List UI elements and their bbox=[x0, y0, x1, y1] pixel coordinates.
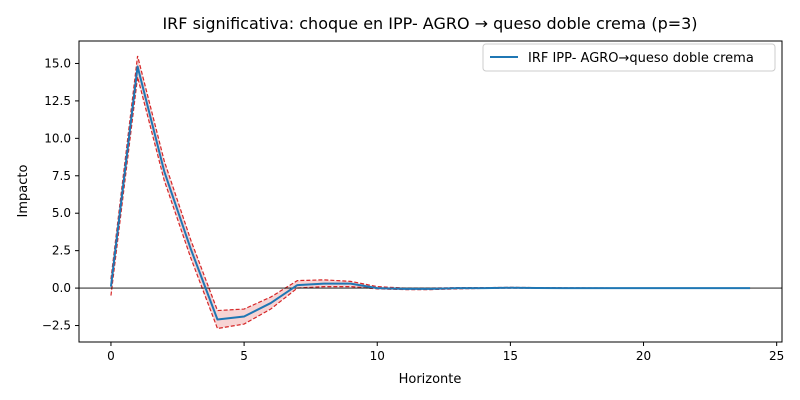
legend: IRF IPP- AGRO→queso doble crema bbox=[482, 43, 776, 72]
x-tick-label: 15 bbox=[503, 349, 518, 363]
y-axis: −2.5 0.0 2.5 5.0 7.5 10.0 12.5 15.0 bbox=[42, 56, 79, 333]
y-axis-label: Impacto bbox=[16, 165, 31, 218]
plot-area bbox=[78, 40, 783, 343]
legend-box bbox=[482, 43, 776, 72]
y-tick-label: 2.5 bbox=[52, 244, 71, 258]
y-tick-label: 12.5 bbox=[44, 94, 71, 108]
x-tick-label: 20 bbox=[636, 349, 651, 363]
x-tick-label: 0 bbox=[107, 349, 115, 363]
x-axis-label: Horizonte bbox=[399, 372, 462, 387]
series-line-0 bbox=[109, 65, 751, 321]
y-tick-label: 15.0 bbox=[44, 56, 71, 70]
plot-frame bbox=[78, 40, 783, 343]
y-tick-label: 0.0 bbox=[52, 281, 71, 295]
x-tick-label: 10 bbox=[370, 349, 385, 363]
x-tick-label: 25 bbox=[769, 349, 784, 363]
y-tick-label: 7.5 bbox=[52, 169, 71, 183]
legend-label: IRF IPP- AGRO→queso doble crema bbox=[528, 51, 754, 66]
x-tick-label: 5 bbox=[240, 349, 248, 363]
chart-title: IRF significativa: choque en IPP- AGRO →… bbox=[162, 14, 697, 33]
y-tick-label: 5.0 bbox=[52, 206, 71, 220]
x-axis: 0 5 10 15 20 25 bbox=[107, 342, 784, 363]
series-layer bbox=[109, 65, 751, 321]
y-tick-label: −2.5 bbox=[42, 319, 71, 333]
y-tick-label: 10.0 bbox=[44, 131, 71, 145]
